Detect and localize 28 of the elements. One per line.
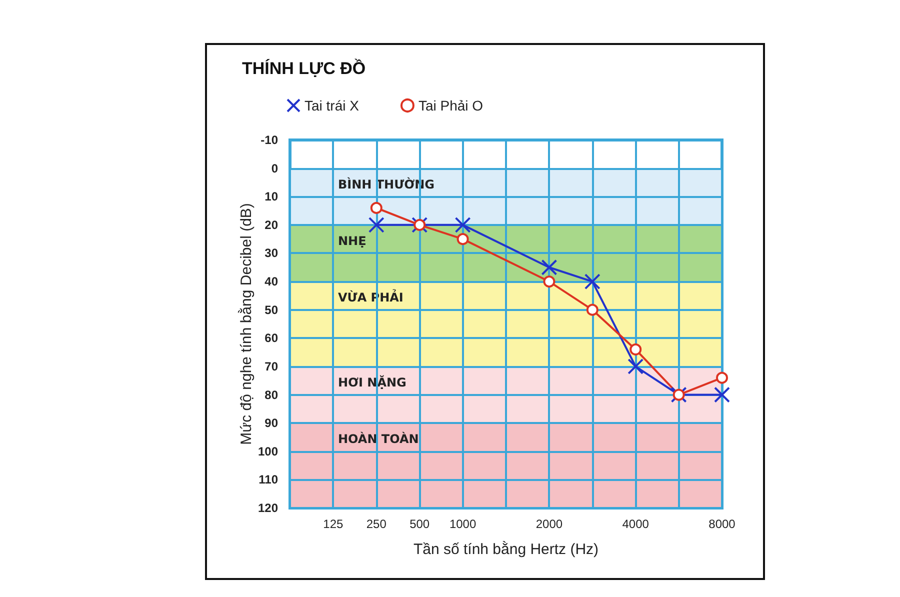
y-tick-label: 50	[264, 302, 278, 317]
y-tick-label: 70	[264, 359, 278, 374]
y-tick-label: 40	[264, 274, 278, 289]
y-tick-label: -10	[260, 133, 278, 147]
chart-title: THÍNH LỰC ĐỒ	[242, 58, 366, 78]
legend-label: Tai trái X	[304, 98, 360, 114]
x-tick-label: 2000	[536, 517, 563, 531]
y-tick-label: 0	[271, 161, 278, 176]
x-tick-label: 8000	[708, 517, 736, 531]
y-tick-label: 110	[258, 472, 278, 487]
x-tick-label: 1000	[449, 517, 476, 531]
legend-label: Tai Phải O	[418, 98, 484, 114]
x-tick-label: 250	[366, 517, 387, 531]
x-axis-title: Tần số tính bằng Hertz (Hz)	[413, 540, 599, 558]
y-tick-label: 60	[264, 331, 278, 346]
x-tick-label: 500	[410, 517, 430, 531]
y-tick-label: 20	[264, 218, 278, 232]
x-tick-label: 125	[323, 517, 344, 531]
band-label: HOÀN TOÀN	[338, 431, 419, 446]
y-tick-label: 80	[264, 388, 278, 402]
y-tick-label: 30	[264, 246, 278, 260]
y-tick-label: 10	[264, 190, 278, 204]
band-label: NHẸ	[338, 234, 366, 248]
y-axis-title: Mức độ nghe tính bằng Decibel (dB)	[237, 203, 255, 445]
y-tick-label: 90	[264, 416, 278, 430]
y-tick-label: 120	[258, 501, 278, 515]
y-tick-label: 100	[258, 444, 278, 458]
x-tick-label: 4000	[622, 517, 650, 531]
